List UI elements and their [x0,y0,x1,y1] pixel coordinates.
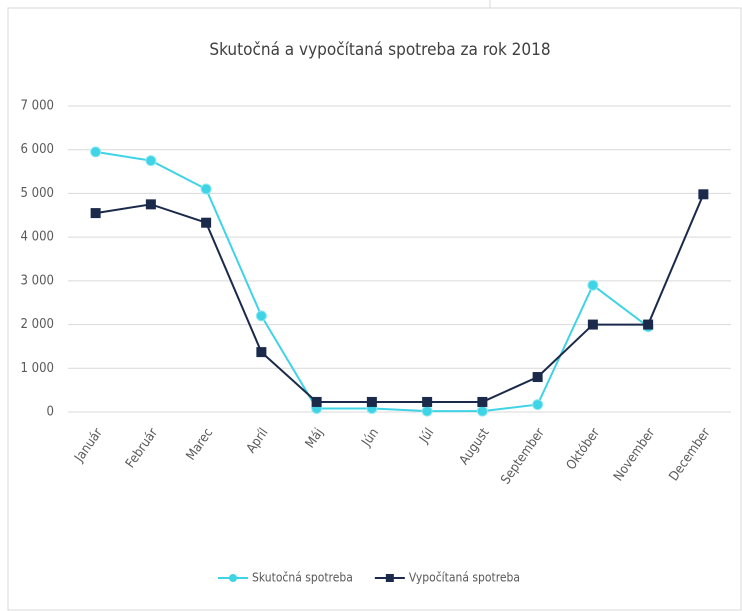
marker [200,183,212,195]
marker [311,396,322,407]
chart-title: Skutočná a vypočítaná spotreba za rok 20… [209,40,550,60]
marker [422,396,433,407]
marker [90,146,102,158]
marker [90,208,101,219]
legend-label: Skutočná spotreba [252,571,353,585]
marker [532,399,544,411]
marker [255,310,267,322]
marker [477,396,488,407]
marker [145,199,156,210]
marker [476,405,488,417]
y-tick-label: 3 000 [21,273,54,288]
y-tick-label: 6 000 [21,142,54,157]
marker [532,372,543,383]
y-tick-label: 1 000 [21,361,54,376]
series-line [95,193,705,403]
marker [587,319,598,330]
marker [587,279,599,291]
y-tick-label: 4 000 [21,230,54,245]
legend-marker [385,574,394,582]
marker [643,319,654,330]
marker [145,155,157,167]
chart-frame [7,7,742,611]
legend-label: Vypočítaná spotreba [409,571,520,585]
y-tick-label: 5 000 [21,186,54,201]
marker [366,396,377,407]
x-tick-label: Júl [416,426,437,447]
y-tick-label: 7 000 [21,99,54,114]
marker [201,217,212,228]
marker [698,189,709,200]
y-tick-label: 2 000 [21,317,54,332]
marker [256,347,267,358]
legend-marker [229,574,237,582]
marker [421,405,433,417]
y-tick-label: 0 [47,405,54,420]
